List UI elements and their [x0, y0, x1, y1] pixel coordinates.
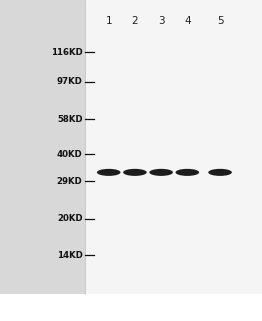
Ellipse shape	[123, 169, 147, 176]
Text: 3: 3	[158, 16, 165, 26]
Bar	[0, 0, 85, 294]
Ellipse shape	[208, 169, 232, 176]
Text: 14KD: 14KD	[57, 251, 83, 260]
Bar	[85, 0, 262, 294]
Text: 40KD: 40KD	[57, 150, 83, 159]
Text: 29KD: 29KD	[57, 177, 83, 186]
Text: 2: 2	[132, 16, 138, 26]
Text: 116KD: 116KD	[51, 48, 83, 56]
Bar	[0, 294, 262, 321]
Text: 1: 1	[105, 16, 112, 26]
Ellipse shape	[97, 169, 121, 176]
Text: 20KD: 20KD	[57, 214, 83, 223]
Ellipse shape	[176, 169, 199, 176]
Text: 4: 4	[184, 16, 191, 26]
Text: 58KD: 58KD	[57, 115, 83, 124]
Text: 97KD: 97KD	[57, 77, 83, 86]
Text: 5: 5	[217, 16, 223, 26]
Ellipse shape	[149, 169, 173, 176]
